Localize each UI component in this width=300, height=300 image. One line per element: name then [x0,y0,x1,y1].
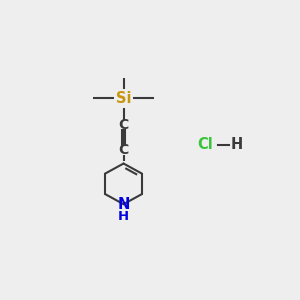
Text: C: C [118,143,129,157]
Text: Cl: Cl [197,137,213,152]
Text: H: H [230,137,242,152]
Text: C: C [118,118,129,132]
Text: N: N [117,197,130,212]
Text: Si: Si [116,91,131,106]
Text: H: H [118,210,129,223]
